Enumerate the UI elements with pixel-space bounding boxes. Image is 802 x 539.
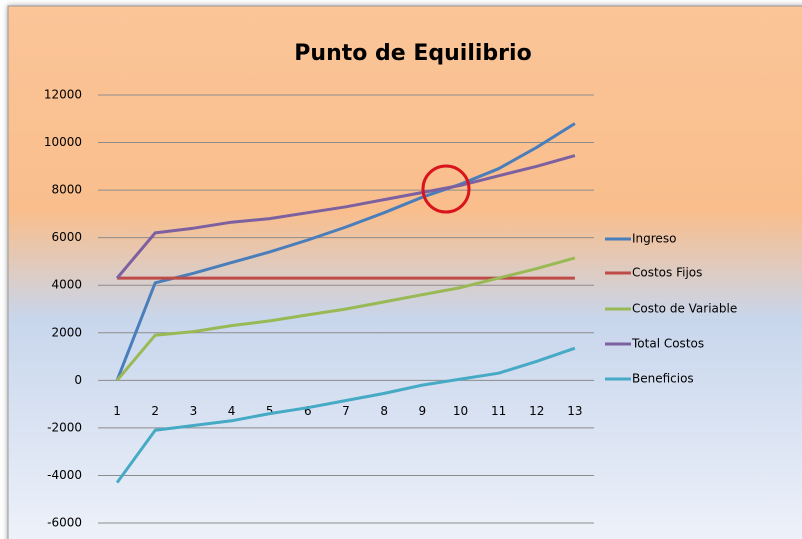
x-tick-label: 8 (380, 404, 388, 418)
x-tick-label: 4 (228, 404, 236, 418)
x-tick-label: 12 (529, 404, 544, 418)
legend-label: Ingreso (632, 232, 676, 246)
y-tick-label: 2000 (51, 325, 82, 339)
x-tick-label: 10 (453, 404, 468, 418)
legend-label: Beneficios (632, 372, 694, 386)
x-tick-label: 9 (418, 404, 426, 418)
y-tick-label: 0 (74, 373, 82, 387)
x-tick-label: 7 (342, 404, 350, 418)
legend-label: Costos Fijos (632, 266, 702, 280)
series-line (115, 122, 576, 381)
y-tick-label: 8000 (51, 183, 82, 197)
series-line (115, 154, 576, 280)
annotation-circle (421, 164, 471, 214)
series-line (115, 346, 576, 484)
y-tick-label: 4000 (51, 278, 82, 292)
y-tick-label: -2000 (47, 420, 82, 434)
chart-title: Punto de Equilibrio (294, 41, 531, 66)
x-tick-label: 11 (491, 404, 506, 418)
y-tick-label: -6000 (47, 516, 82, 530)
x-tick-label: 2 (151, 404, 159, 418)
x-tick-label: 5 (266, 404, 274, 418)
x-tick-label: 1 (113, 404, 121, 418)
legend-label: Costo de Variable (632, 302, 737, 316)
x-tick-label: 6 (304, 404, 312, 418)
legend-label: Total Costos (631, 337, 704, 351)
y-tick-label: -4000 (47, 468, 82, 482)
y-tick-label: 10000 (44, 135, 82, 149)
x-tick-label: 13 (567, 404, 582, 418)
y-tick-label: 12000 (44, 88, 82, 102)
series-line (115, 256, 576, 382)
x-tick-label: 3 (190, 404, 198, 418)
y-tick-label: 6000 (51, 230, 82, 244)
